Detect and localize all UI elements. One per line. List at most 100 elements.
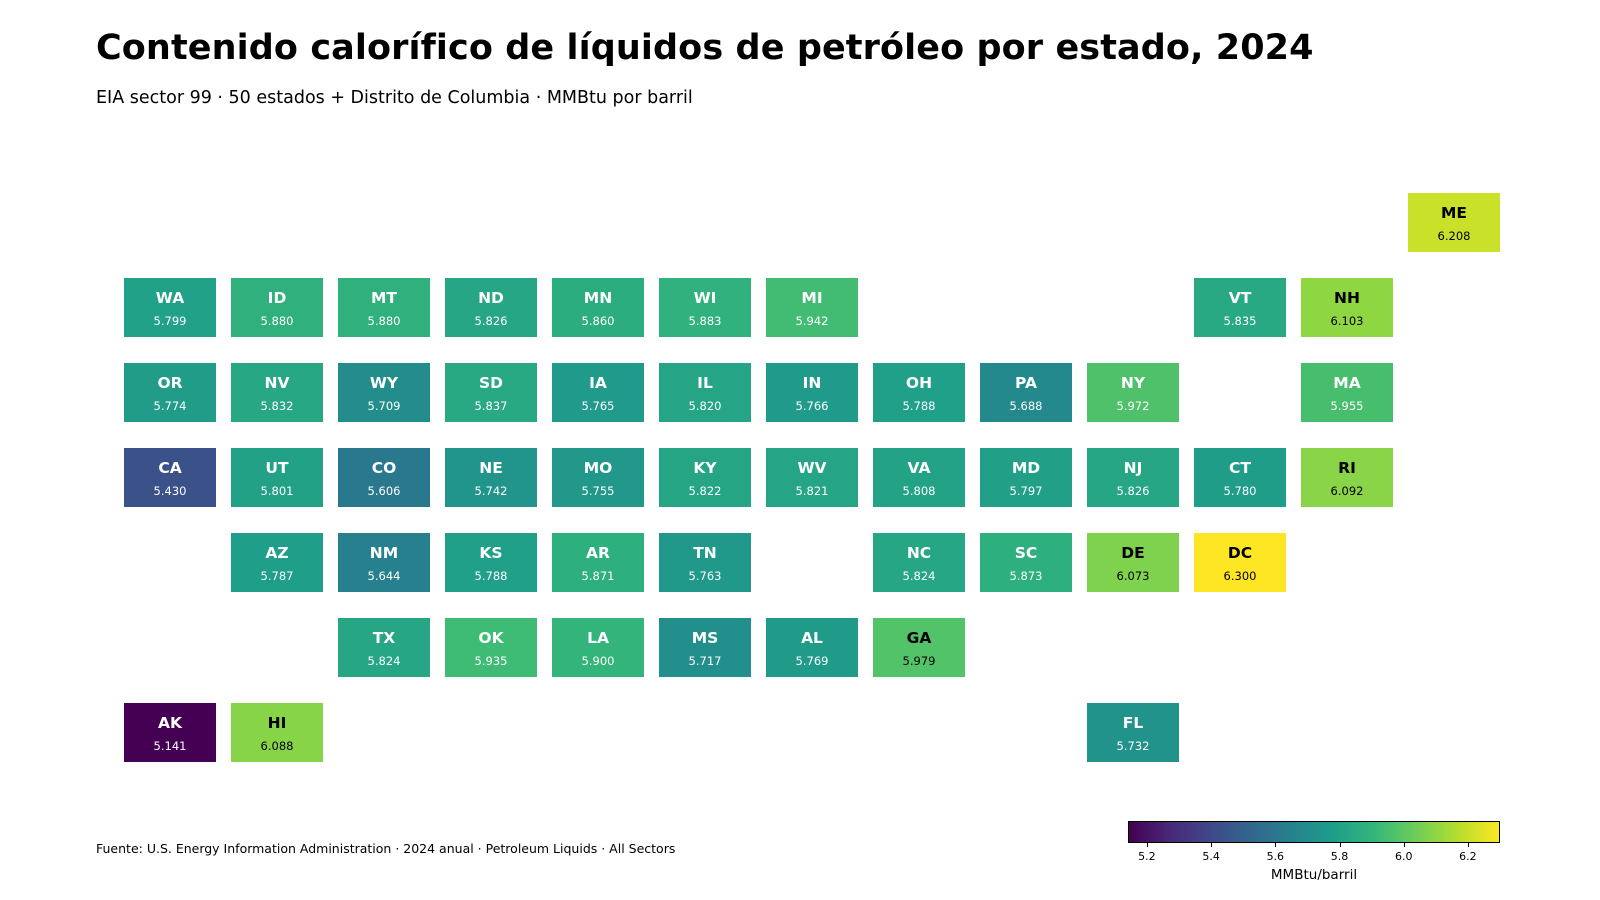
state-value: 6.092	[1330, 484, 1364, 498]
state-value: 5.808	[902, 484, 936, 498]
state-abbr: CT	[1229, 459, 1251, 477]
state-abbr: OH	[905, 374, 933, 392]
state-tile-la: LA 5.900	[552, 618, 644, 677]
state-value: 5.755	[581, 484, 615, 498]
state-tile-wv: WV 5.821	[766, 448, 858, 507]
state-value: 5.832	[260, 399, 294, 413]
state-tile-md: MD 5.797	[980, 448, 1072, 507]
state-abbr: MD	[1011, 459, 1041, 477]
state-value: 5.972	[1116, 399, 1150, 413]
state-tile-mi: MI 5.942	[766, 278, 858, 337]
state-abbr: SC	[1014, 544, 1038, 562]
state-abbr: GA	[906, 629, 932, 647]
state-tile-wa: WA 5.799	[124, 278, 216, 337]
state-tile-mn: MN 5.860	[552, 278, 644, 337]
state-abbr: NH	[1334, 289, 1360, 307]
state-value: 5.880	[260, 314, 294, 328]
colorbar-tick-label: 5.8	[1330, 850, 1349, 863]
state-value: 5.821	[795, 484, 829, 498]
state-abbr: MT	[371, 289, 397, 307]
state-tile-pa: PA 5.688	[980, 363, 1072, 422]
state-value: 5.780	[1223, 484, 1257, 498]
state-value: 5.799	[153, 314, 187, 328]
state-tile-ut: UT 5.801	[231, 448, 323, 507]
state-abbr: SD	[478, 374, 504, 392]
state-tile-ia: IA 5.765	[552, 363, 644, 422]
state-tile-in: IN 5.766	[766, 363, 858, 422]
state-tile-dc: DC 6.300	[1194, 533, 1286, 592]
colorbar-tick-mark	[1146, 843, 1148, 847]
state-abbr: DE	[1121, 544, 1145, 562]
state-value: 5.871	[581, 569, 615, 583]
state-tile-sd: SD 5.837	[445, 363, 537, 422]
state-abbr: NV	[264, 374, 290, 392]
state-tile-id: ID 5.880	[231, 278, 323, 337]
state-tile-nj: NJ 5.826	[1087, 448, 1179, 507]
state-tile-fl: FL 5.732	[1087, 703, 1179, 762]
state-value: 5.788	[902, 399, 936, 413]
state-value: 5.824	[902, 569, 936, 583]
state-tile-hi: HI 6.088	[231, 703, 323, 762]
state-tile-ri: RI 6.092	[1301, 448, 1393, 507]
state-abbr: UT	[265, 459, 289, 477]
state-abbr: MI	[801, 289, 823, 307]
state-abbr: NJ	[1123, 459, 1143, 477]
colorbar-tick-label: 5.6	[1266, 850, 1285, 863]
colorbar-tick-label: 6.0	[1394, 850, 1413, 863]
state-abbr: NM	[369, 544, 399, 562]
state-tile-nd: ND 5.826	[445, 278, 537, 337]
state-value: 5.826	[474, 314, 508, 328]
state-value: 5.822	[688, 484, 722, 498]
state-abbr: OK	[478, 629, 504, 647]
state-value: 5.141	[153, 739, 187, 753]
state-abbr: MS	[691, 629, 719, 647]
state-value: 5.717	[688, 654, 722, 668]
state-abbr: HI	[267, 714, 287, 732]
state-value: 5.835	[1223, 314, 1257, 328]
colorbar-tick-label: 5.2	[1138, 850, 1156, 863]
state-abbr: RI	[1338, 459, 1356, 477]
state-tile-ok: OK 5.935	[445, 618, 537, 677]
state-value: 5.797	[1009, 484, 1043, 498]
state-value: 5.873	[1009, 569, 1043, 583]
state-tile-nc: NC 5.824	[873, 533, 965, 592]
state-abbr: IA	[589, 374, 607, 392]
state-abbr: VA	[907, 459, 931, 477]
state-abbr: DC	[1227, 544, 1253, 562]
state-abbr: MO	[583, 459, 613, 477]
state-abbr: NE	[479, 459, 503, 477]
state-tile-nm: NM 5.644	[338, 533, 430, 592]
state-abbr: WI	[693, 289, 717, 307]
state-tile-ny: NY 5.972	[1087, 363, 1179, 422]
state-value: 5.763	[688, 569, 722, 583]
state-value: 5.900	[581, 654, 615, 668]
state-abbr: TX	[372, 629, 396, 647]
state-tile-ma: MA 5.955	[1301, 363, 1393, 422]
state-abbr: ME	[1440, 204, 1467, 222]
state-tile-tx: TX 5.824	[338, 618, 430, 677]
state-tile-ms: MS 5.717	[659, 618, 751, 677]
state-tile-nh: NH 6.103	[1301, 278, 1393, 337]
state-tile-de: DE 6.073	[1087, 533, 1179, 592]
colorbar-tick-mark	[1403, 843, 1405, 847]
state-abbr: PA	[1015, 374, 1037, 392]
state-tile-sc: SC 5.873	[980, 533, 1072, 592]
state-tile-co: CO 5.606	[338, 448, 430, 507]
state-abbr: AK	[157, 714, 182, 732]
state-value: 5.742	[474, 484, 508, 498]
state-value: 5.955	[1330, 399, 1364, 413]
state-value: 6.073	[1116, 569, 1150, 583]
state-value: 5.644	[367, 569, 401, 583]
state-tile-ct: CT 5.780	[1194, 448, 1286, 507]
state-abbr: OR	[157, 374, 183, 392]
state-value: 5.788	[474, 569, 508, 583]
state-value: 5.979	[902, 654, 936, 668]
state-abbr: FL	[1122, 714, 1144, 732]
state-abbr: VT	[1228, 289, 1252, 307]
state-abbr: MN	[583, 289, 613, 307]
state-abbr: WA	[155, 289, 185, 307]
state-tile-mo: MO 5.755	[552, 448, 644, 507]
state-abbr: WV	[797, 459, 827, 477]
state-tile-va: VA 5.808	[873, 448, 965, 507]
state-tile-ar: AR 5.871	[552, 533, 644, 592]
